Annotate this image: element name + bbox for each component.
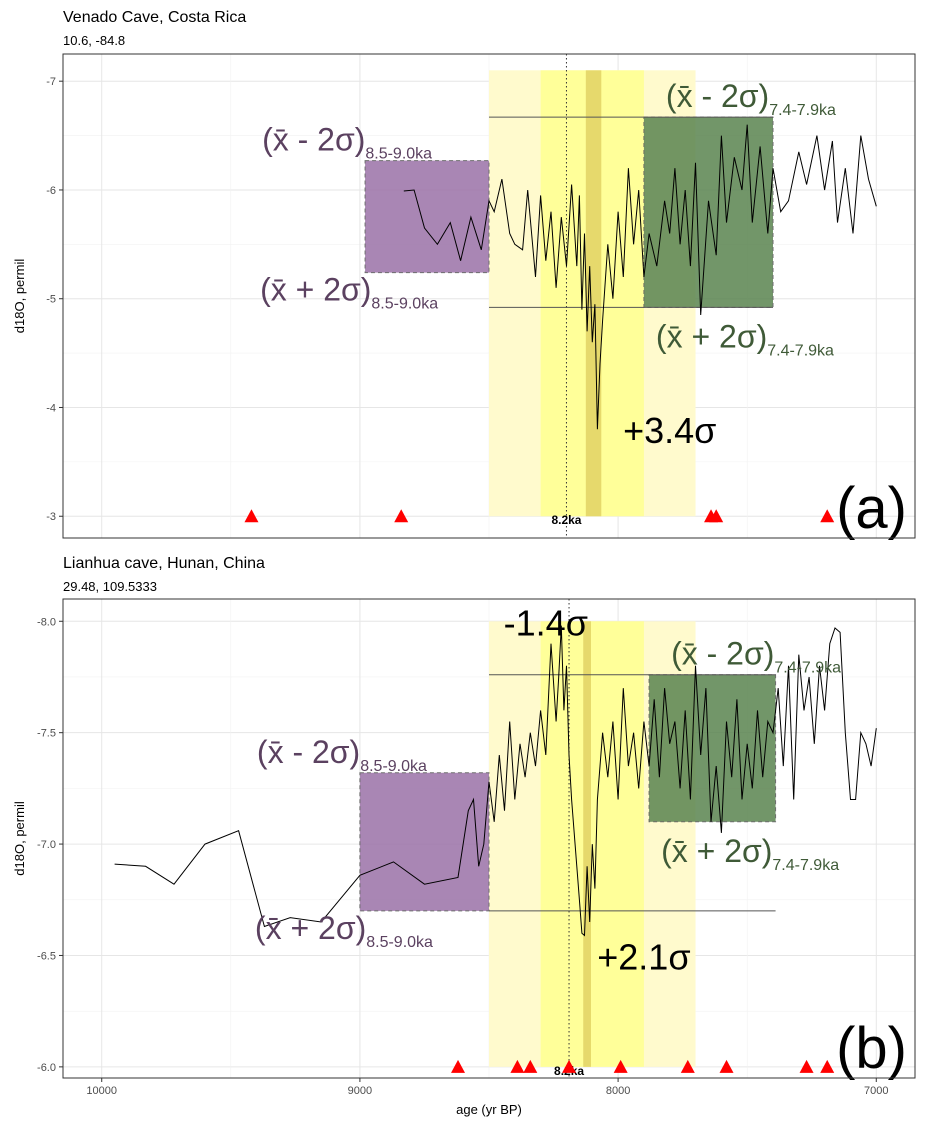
x-axis-label: age (yr BP): [456, 1102, 522, 1117]
age-marker-triangle: [510, 1059, 525, 1073]
panel-b-subtitle: 29.48, 109.5333: [63, 579, 157, 594]
sigma-annotation: +3.4σ: [623, 410, 716, 451]
event-band: [585, 70, 602, 517]
data-series-line: [403, 124, 877, 430]
plot-content: 8.2ka: [114, 599, 877, 1078]
event-band: [583, 621, 591, 1067]
y-tick-label: -6.5: [37, 950, 56, 962]
reference-box: [648, 674, 777, 823]
sigma-annotation: +2.1σ: [597, 936, 690, 977]
age-marker-triangle: [244, 509, 259, 523]
y-tick-label: -6.0: [37, 1062, 56, 1074]
reference-upper-label-subscript: 8.5-9.0ka: [360, 758, 427, 775]
y-tick-label: -6: [46, 185, 56, 197]
event-line-label: 8.2ka: [551, 513, 581, 527]
age-marker-triangle: [820, 509, 835, 523]
age-marker-triangle: [562, 1059, 577, 1073]
panel-border: [62, 53, 916, 539]
panel-label: (a): [836, 476, 907, 541]
y-axis-label: d18O, permil: [12, 259, 27, 334]
age-marker-triangle: [799, 1059, 814, 1073]
x-tick-label: 9000: [348, 1085, 372, 1097]
panel-a-title: Venado Cave, Costa Rica: [63, 9, 246, 26]
y-axis-label: d18O, permil: [12, 801, 27, 876]
plot-content: 8.2ka: [244, 54, 877, 538]
y-tick-label: -8.0: [37, 616, 56, 628]
y-tick-label: -7.5: [37, 728, 56, 740]
reference-box: [364, 160, 490, 274]
event-band: [540, 621, 644, 1067]
x-tick-label: 8000: [606, 1085, 630, 1097]
data-series-line: [114, 625, 877, 937]
y-tick-label: -4: [46, 402, 56, 414]
reference-lower-label-subscript: 7.4-7.9ka: [772, 857, 839, 874]
reference-box: [359, 772, 490, 912]
reference-lower-label-subscript: 7.4-7.9ka: [767, 342, 834, 359]
panel-border: [62, 598, 916, 1079]
panel-label: (b): [836, 1016, 907, 1081]
reference-upper-label-subscript: 7.4-7.9ka: [769, 102, 836, 119]
age-marker-triangle: [394, 509, 409, 523]
age-marker-triangle: [820, 1059, 835, 1073]
panel-a-subtitle: 10.6, -84.8: [63, 33, 125, 48]
panel-a: 8.2ka(x̄ - 2σ)8.5-9.0ka(x̄ + 2σ)8.5-9.0k…: [12, 53, 916, 541]
y-tick-label: -7.0: [37, 839, 56, 851]
sigma-annotation: -1.4σ: [504, 602, 588, 643]
reference-upper-label-subscript: 7.4-7.9ka: [774, 660, 841, 677]
reference-lower-label-subscript: 8.5-9.0ka: [371, 296, 438, 313]
y-tick-label: -3: [46, 511, 56, 523]
panel-b-title: Lianhua cave, Hunan, China: [63, 555, 265, 572]
age-marker-triangle: [523, 1059, 538, 1073]
reference-lower-label-subscript: 8.5-9.0ka: [366, 934, 433, 951]
y-tick-label: -5: [46, 294, 56, 306]
y-tick-label: -7: [46, 76, 56, 88]
reference-upper-label-subscript: 8.5-9.0ka: [365, 146, 432, 163]
age-marker-triangle: [613, 1059, 628, 1073]
x-tick-label: 7000: [864, 1085, 888, 1097]
panel-b: 8.2ka(x̄ - 2σ)8.5-9.0ka(x̄ + 2σ)8.5-9.0k…: [12, 598, 916, 1097]
age-marker-triangle: [680, 1059, 695, 1073]
age-marker-triangle: [719, 1059, 734, 1073]
age-marker-triangle: [709, 509, 724, 523]
x-tick-label: 10000: [86, 1085, 117, 1097]
age-marker-triangle: [451, 1059, 466, 1073]
